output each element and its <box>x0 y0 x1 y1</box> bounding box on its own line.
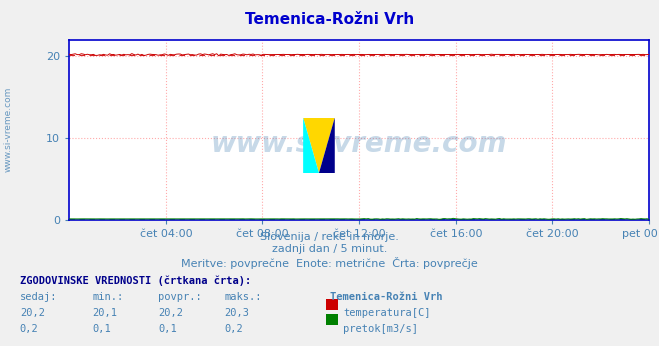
Text: 0,1: 0,1 <box>92 324 111 334</box>
Text: 0,1: 0,1 <box>158 324 177 334</box>
Text: ZGODOVINSKE VREDNOSTI (črtkana črta):: ZGODOVINSKE VREDNOSTI (črtkana črta): <box>20 275 251 285</box>
Text: zadnji dan / 5 minut.: zadnji dan / 5 minut. <box>272 244 387 254</box>
Text: sedaj:: sedaj: <box>20 292 57 302</box>
Text: 0,2: 0,2 <box>20 324 38 334</box>
Text: 0,2: 0,2 <box>224 324 243 334</box>
Text: Slovenija / reke in morje.: Slovenija / reke in morje. <box>260 232 399 242</box>
Text: pretok[m3/s]: pretok[m3/s] <box>343 324 418 334</box>
Text: Temenica-Rožni Vrh: Temenica-Rožni Vrh <box>330 292 442 302</box>
Text: www.si-vreme.com: www.si-vreme.com <box>211 130 507 158</box>
Text: www.si-vreme.com: www.si-vreme.com <box>3 87 13 172</box>
Polygon shape <box>319 118 335 173</box>
Text: maks.:: maks.: <box>224 292 262 302</box>
Text: temperatura[C]: temperatura[C] <box>343 308 431 318</box>
Polygon shape <box>303 118 335 173</box>
Text: Meritve: povprečne  Enote: metrične  Črta: povprečje: Meritve: povprečne Enote: metrične Črta:… <box>181 257 478 269</box>
Text: 20,2: 20,2 <box>158 308 183 318</box>
Text: min.:: min.: <box>92 292 123 302</box>
Text: Temenica-Rožni Vrh: Temenica-Rožni Vrh <box>245 12 414 27</box>
Text: 20,2: 20,2 <box>20 308 45 318</box>
Text: 20,1: 20,1 <box>92 308 117 318</box>
Polygon shape <box>303 118 319 173</box>
Text: 20,3: 20,3 <box>224 308 249 318</box>
Text: povpr.:: povpr.: <box>158 292 202 302</box>
